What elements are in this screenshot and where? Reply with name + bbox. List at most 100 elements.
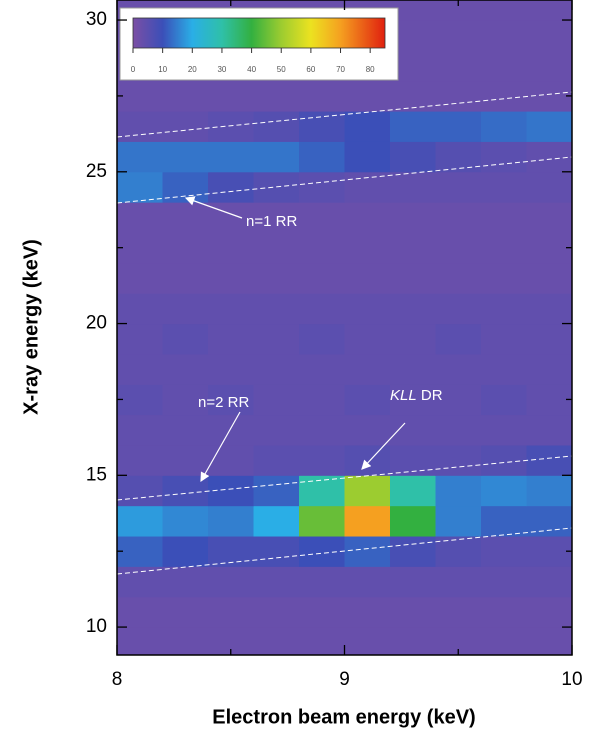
colorbar-tick-label: 0 (131, 65, 136, 74)
heatmap-cell (254, 627, 300, 658)
heatmap-cell (117, 597, 163, 628)
heatmap-cell (299, 202, 345, 233)
heatmap-cell (527, 20, 573, 51)
heatmap-cell (345, 232, 391, 263)
heatmap-cell (299, 172, 345, 203)
heatmap-cell (390, 536, 436, 567)
heatmap-cell (254, 141, 300, 172)
heatmap-cell (481, 263, 527, 294)
heatmap-cell (299, 415, 345, 446)
heatmap-cell (254, 536, 300, 567)
heatmap-cell (527, 536, 573, 567)
heatmap-cell (254, 324, 300, 355)
heatmap-cell (481, 627, 527, 658)
heatmap-cell (345, 263, 391, 294)
heatmap-cell (345, 202, 391, 233)
heatmap-cell (117, 324, 163, 355)
heatmap-cell (299, 232, 345, 263)
heatmap-cell (117, 384, 163, 415)
colorbar: 01020304050607080 (120, 8, 398, 80)
heatmap-cell (254, 566, 300, 597)
heatmap-cell (208, 172, 254, 203)
heatmap-cell (390, 324, 436, 355)
heatmap-cell (527, 566, 573, 597)
heatmap-cell (481, 172, 527, 203)
heatmap-cell (208, 354, 254, 385)
heatmap-cell (390, 415, 436, 446)
heatmap-cell (527, 172, 573, 203)
heatmap-cell (163, 536, 209, 567)
heatmap-cell (481, 506, 527, 537)
heatmap-cell (481, 415, 527, 446)
heatmap-cell (254, 111, 300, 142)
heatmap-cell (436, 415, 482, 446)
heatmap-cell (481, 354, 527, 385)
heatmap-cell (345, 293, 391, 324)
heatmap-cell (481, 81, 527, 112)
heatmap-cell (254, 81, 300, 112)
heatmap-cell (527, 627, 573, 658)
heatmap-cell (254, 475, 300, 506)
heatmap-cell (481, 0, 527, 21)
y-tick-label: 30 (86, 9, 107, 30)
heatmap-cell (436, 324, 482, 355)
heatmap-cell (163, 506, 209, 537)
heatmap-cell (527, 232, 573, 263)
colorbar-tick-label: 80 (366, 65, 375, 74)
heatmap-cell (208, 263, 254, 294)
heatmap-cell (163, 354, 209, 385)
heatmap-cell (117, 172, 163, 203)
heatmap-cell (527, 202, 573, 233)
heatmap-cell (345, 536, 391, 567)
heatmap-cell (481, 232, 527, 263)
heatmap-cell (208, 293, 254, 324)
heatmap-cell (481, 566, 527, 597)
heatmap-cell (527, 384, 573, 415)
heatmap-cell (390, 263, 436, 294)
annotation: n=2 RR (198, 394, 249, 411)
heatmap-cell (481, 384, 527, 415)
heatmap-cell (390, 475, 436, 506)
heatmap-cell (390, 111, 436, 142)
heatmap-cell (117, 415, 163, 446)
heatmap-cell (390, 506, 436, 537)
heatmap-cell (481, 20, 527, 51)
heatmap-cell (117, 536, 163, 567)
heatmap-cell (436, 20, 482, 51)
x-axis-label: Electron beam energy (keV) (212, 706, 475, 728)
heatmap-cell (163, 263, 209, 294)
heatmap-cell (208, 111, 254, 142)
heatmap-cell (208, 445, 254, 476)
heatmap-cell (345, 627, 391, 658)
heatmap-cell (436, 202, 482, 233)
colorbar-tick-label: 20 (188, 65, 197, 74)
heatmap-cell (299, 111, 345, 142)
heatmap-cell (117, 506, 163, 537)
heatmap-cell (117, 475, 163, 506)
heatmap-cell (436, 445, 482, 476)
heatmap-cell (208, 81, 254, 112)
heatmap-cell (163, 232, 209, 263)
heatmap-cell (163, 445, 209, 476)
heatmap-cell (527, 354, 573, 385)
heatmap-cell (254, 384, 300, 415)
heatmap-cell (436, 293, 482, 324)
heatmap-cell (481, 202, 527, 233)
heatmap-cell (390, 627, 436, 658)
heatmap-cell (527, 475, 573, 506)
heatmap-cell (436, 506, 482, 537)
heatmap-cell (117, 141, 163, 172)
heatmap-cell (254, 415, 300, 446)
heatmap-cell (481, 324, 527, 355)
heatmap-cell (299, 536, 345, 567)
annotation: n=1 RR (246, 213, 297, 230)
heatmap-cell (390, 566, 436, 597)
heatmap-cell (117, 232, 163, 263)
x-tick-label: 9 (339, 669, 350, 690)
y-tick-label: 25 (86, 161, 107, 182)
annotation: DR (421, 387, 443, 404)
heatmap-cell (527, 111, 573, 142)
heatmap-cell (163, 81, 209, 112)
heatmap-cell (345, 141, 391, 172)
heatmap-cell (345, 475, 391, 506)
